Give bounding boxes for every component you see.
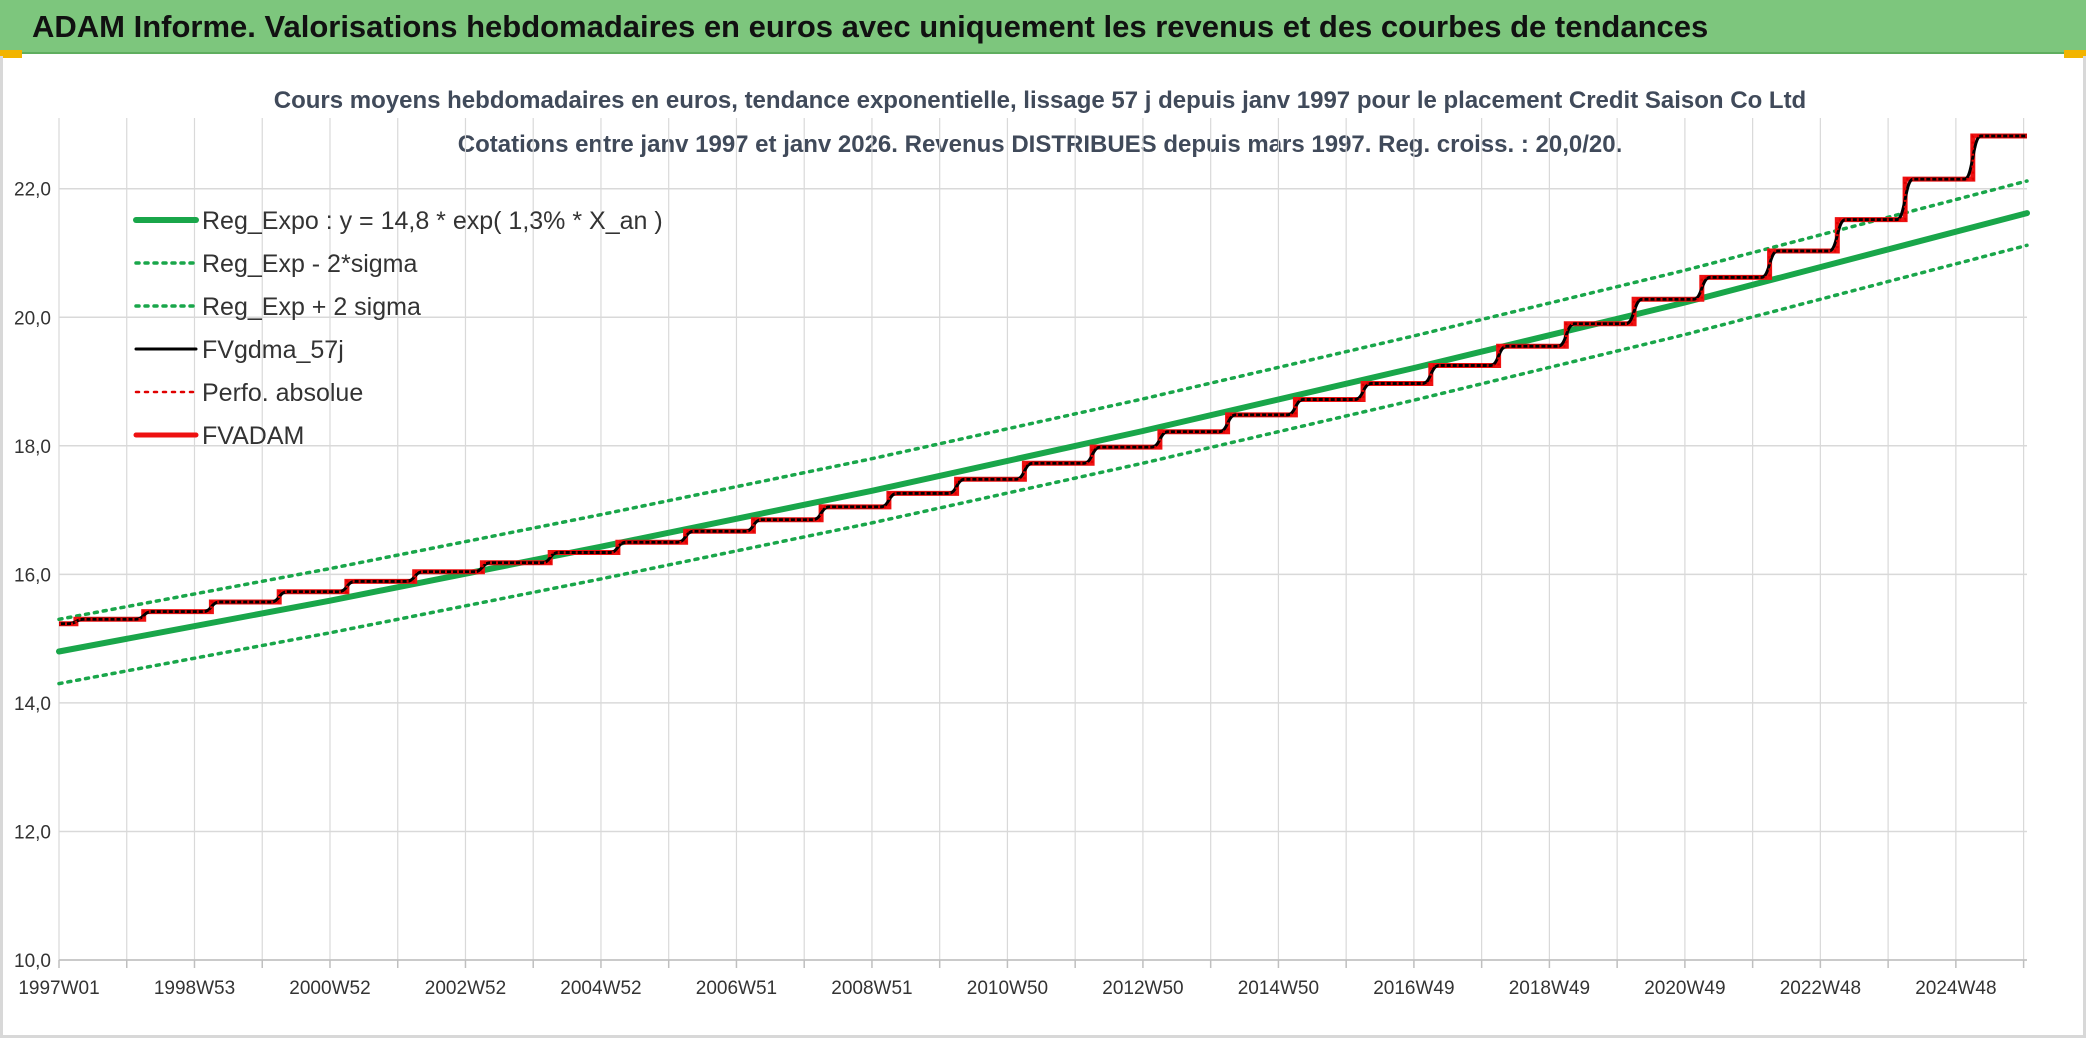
series-reg-expo — [56, 210, 2030, 655]
legend-label: Perfo. absolue — [202, 379, 363, 407]
chart-axes: 10,0 12,0 14,0 16,0 18,0 20,0 22,0 1997W01 1998W… — [14, 180, 2027, 999]
x-tick-label: 2012W50 — [1102, 978, 1183, 999]
y-tick-label: 22,0 — [14, 180, 51, 201]
legend-label: FVADAM — [202, 422, 304, 450]
legend-label: Reg_Expo : y = 14,8 * exp( 1,3% * X_an ) — [202, 207, 663, 235]
series-perfo-absolue — [59, 134, 2027, 626]
y-tick-label: 20,0 — [14, 308, 51, 329]
valuation-chart: Cours moyens hebdomadaires en euros, ten… — [14, 87, 2030, 999]
legend-label: Reg_Exp - 2*sigma — [202, 250, 417, 278]
legend-label: FVgdma_57j — [202, 336, 344, 364]
x-tick-label: 2022W48 — [1780, 978, 1861, 999]
chart-title: Cours moyens hebdomadaires en euros, ten… — [274, 87, 1806, 114]
series-reg-exp-minus-2sigma — [57, 243, 2029, 686]
banner-corner-left — [0, 50, 22, 58]
x-tick-label: 2016W49 — [1373, 978, 1454, 999]
legend-label: Reg_Exp + 2 sigma — [202, 293, 421, 321]
x-tick-label: 1997W01 — [18, 978, 99, 999]
x-tick-label: 2000W52 — [289, 978, 370, 999]
x-tick-label: 2008W51 — [831, 978, 912, 999]
chart-frame — [0, 56, 2086, 1038]
x-tick-label: 2002W52 — [425, 978, 506, 999]
chart-subtitle: Cotations entre janv 1997 et janv 2026. … — [458, 131, 1623, 158]
y-tick-label: 16,0 — [14, 565, 51, 586]
x-tick-label: 2024W48 — [1915, 978, 1996, 999]
series-reg-exp-plus-2sigma — [57, 179, 2029, 622]
report-title: ADAM Informe. Valorisations hebdomadaire… — [32, 9, 1709, 44]
report-banner: ADAM Informe. Valorisations hebdomadaire… — [0, 0, 2086, 54]
chart-plot-area — [56, 133, 2030, 686]
x-tick-label: 2020W49 — [1644, 978, 1725, 999]
banner-corner-right — [2064, 50, 2086, 58]
y-tick-label: 18,0 — [14, 437, 51, 458]
chart-grid — [58, 118, 2027, 961]
y-tick-label: 10,0 — [14, 951, 51, 972]
y-tick-label: 12,0 — [14, 822, 51, 843]
x-tick-label: 1998W53 — [154, 978, 235, 999]
chart-legend: Reg_Expo : y = 14,8 * exp( 1,3% * X_an )… — [133, 207, 663, 450]
x-tick-label: 2014W50 — [1238, 978, 1319, 999]
x-tick-label: 2006W51 — [696, 978, 777, 999]
x-tick-label: 2004W52 — [560, 978, 641, 999]
x-tick-label: 2010W50 — [967, 978, 1048, 999]
y-tick-label: 14,0 — [14, 694, 51, 715]
x-tick-label: 2018W49 — [1509, 978, 1590, 999]
